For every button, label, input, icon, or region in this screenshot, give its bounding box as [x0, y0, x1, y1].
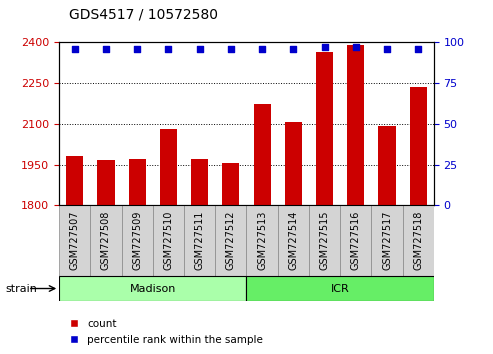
Bar — [285, 122, 302, 205]
Bar — [59, 205, 90, 276]
Text: GSM727509: GSM727509 — [132, 211, 142, 270]
Text: GSM727508: GSM727508 — [101, 211, 111, 270]
Bar — [160, 129, 177, 205]
Bar — [309, 205, 340, 276]
Bar — [90, 205, 122, 276]
Text: GSM727518: GSM727518 — [413, 211, 423, 270]
Point — [165, 46, 173, 52]
Point — [414, 46, 422, 52]
Bar — [371, 205, 403, 276]
Point — [227, 46, 235, 52]
Point — [383, 46, 391, 52]
Text: GDS4517 / 10572580: GDS4517 / 10572580 — [69, 7, 218, 21]
Bar — [246, 276, 434, 301]
Point — [102, 46, 110, 52]
Text: GSM727516: GSM727516 — [351, 211, 361, 270]
Text: GSM727514: GSM727514 — [288, 211, 298, 270]
Bar — [379, 126, 395, 205]
Bar — [347, 45, 364, 205]
Bar — [59, 276, 246, 301]
Text: strain: strain — [5, 284, 37, 293]
Bar — [66, 156, 83, 205]
Legend: count, percentile rank within the sample: count, percentile rank within the sample — [65, 315, 267, 349]
Bar — [410, 87, 427, 205]
Text: GSM727507: GSM727507 — [70, 211, 80, 270]
Bar — [253, 103, 271, 205]
Text: Madison: Madison — [130, 284, 176, 293]
Bar — [278, 205, 309, 276]
Point — [258, 46, 266, 52]
Bar — [191, 159, 208, 205]
Bar — [340, 205, 371, 276]
Bar — [184, 205, 215, 276]
Bar — [246, 205, 278, 276]
Text: GSM727511: GSM727511 — [195, 211, 205, 270]
Bar — [316, 52, 333, 205]
Text: GSM727513: GSM727513 — [257, 211, 267, 270]
Point — [289, 46, 297, 52]
Point — [352, 45, 360, 50]
Bar — [215, 205, 246, 276]
Point — [133, 46, 141, 52]
Point — [320, 45, 328, 50]
Bar — [129, 159, 146, 205]
Text: GSM727517: GSM727517 — [382, 211, 392, 270]
Bar — [122, 205, 153, 276]
Text: GSM727512: GSM727512 — [226, 211, 236, 270]
Bar — [222, 163, 240, 205]
Point — [196, 46, 204, 52]
Bar — [403, 205, 434, 276]
Text: GSM727510: GSM727510 — [164, 211, 174, 270]
Point — [71, 46, 79, 52]
Text: ICR: ICR — [331, 284, 350, 293]
Bar — [98, 160, 114, 205]
Text: GSM727515: GSM727515 — [319, 211, 329, 270]
Bar — [153, 205, 184, 276]
